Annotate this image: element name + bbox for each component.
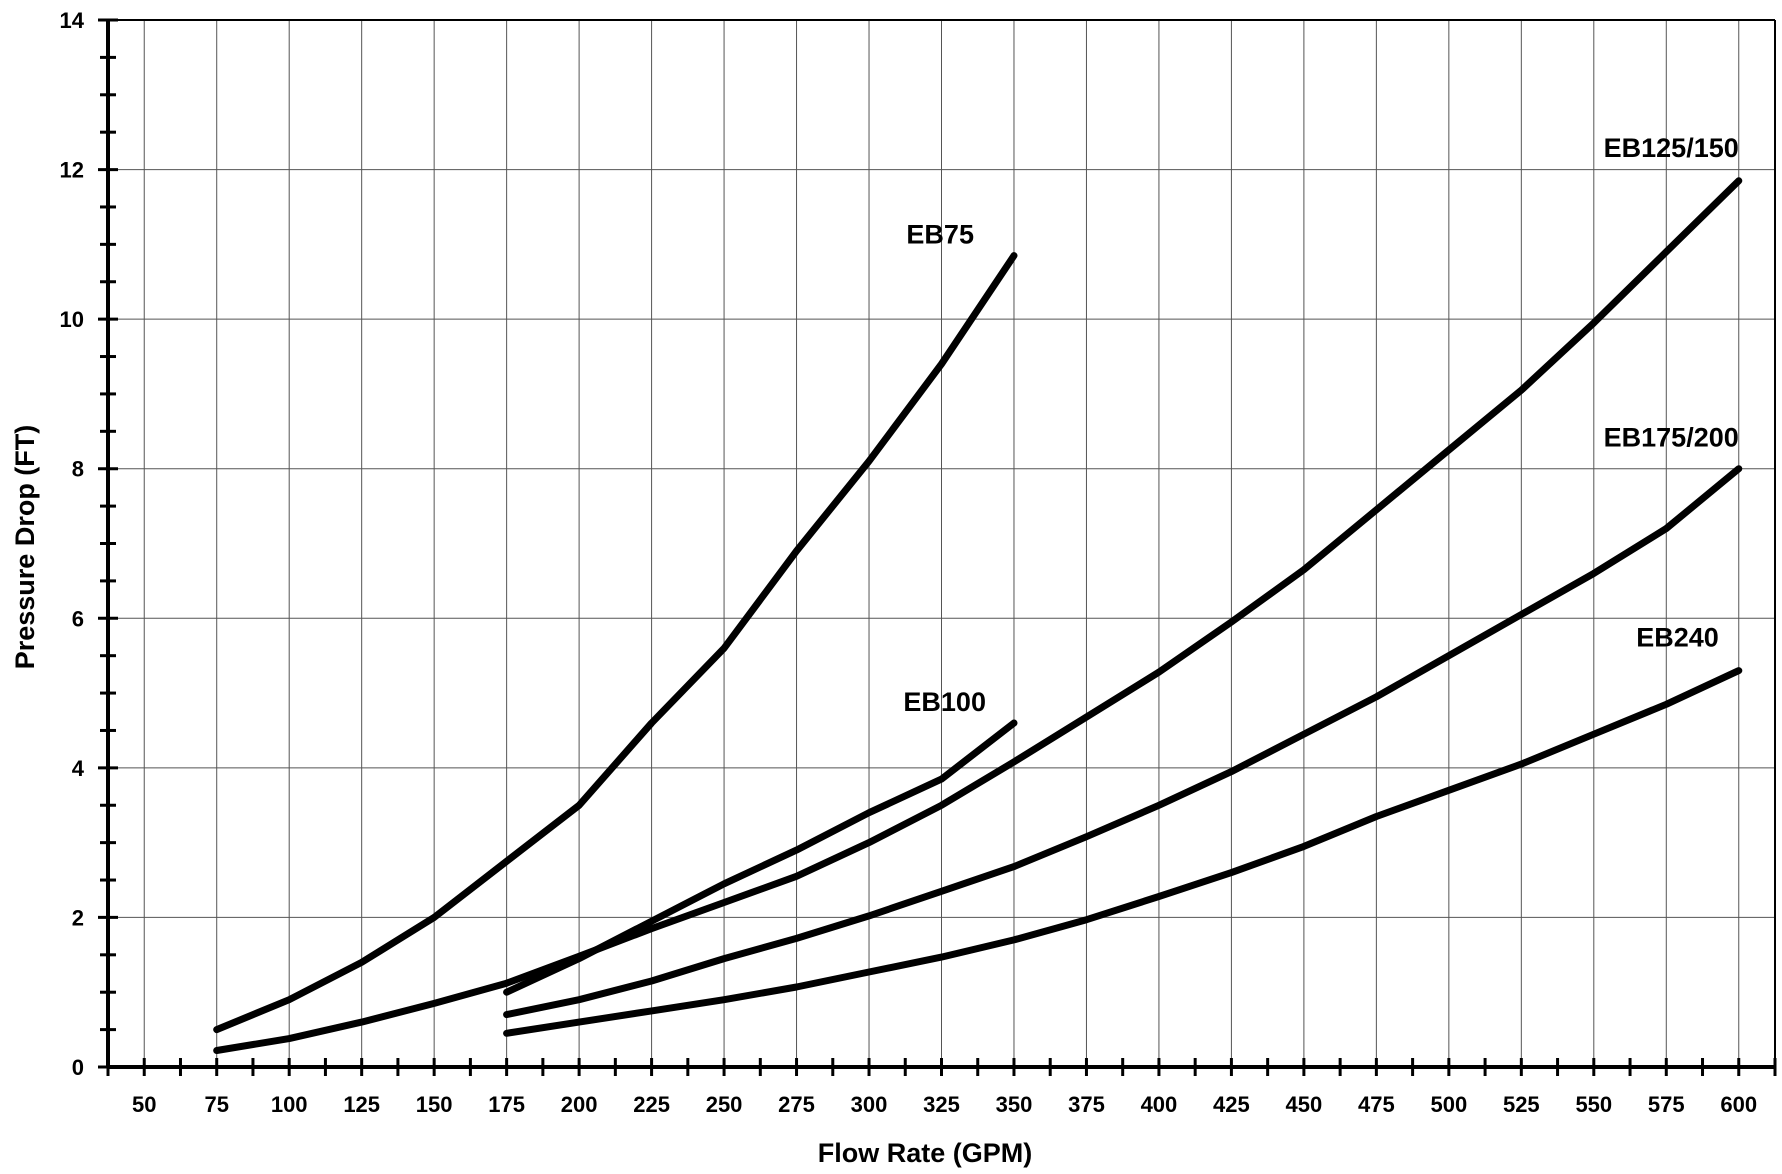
series-line-eb125-150 (213, 177, 1743, 1054)
x-tick-label: 475 (1358, 1092, 1395, 1117)
x-tick-label: 275 (778, 1092, 815, 1117)
series-label-eb125-150: EB125/150 (1604, 133, 1739, 163)
x-tick-label: 175 (488, 1092, 525, 1117)
x-tick-label: 250 (706, 1092, 743, 1117)
series-label-eb75: EB75 (906, 220, 974, 250)
x-tick-label: 225 (633, 1092, 670, 1117)
y-tick-label: 10 (60, 307, 84, 332)
x-tick-label: 400 (1141, 1092, 1178, 1117)
x-axis-title: Flow Rate (GPM) (818, 1138, 1033, 1168)
x-tick-label: 325 (923, 1092, 960, 1117)
y-tick-label: 2 (72, 905, 84, 930)
x-tick-label: 525 (1503, 1092, 1540, 1117)
series-label-eb100: EB100 (903, 687, 986, 717)
y-tick-label: 6 (72, 606, 84, 631)
series-line-eb175-200 (503, 465, 1743, 1019)
series-label-eb175-200: EB175/200 (1604, 423, 1739, 453)
x-tick-label: 100 (271, 1092, 308, 1117)
axes (98, 18, 1777, 1076)
x-tick-label: 200 (561, 1092, 598, 1117)
tick-labels: 50 75 100 125 150 175 200 225 250 275 300 325 350 375… (60, 8, 1758, 1117)
series-lines (213, 177, 1743, 1054)
series-labels: EB75 EB100 EB125/150 EB175/200 EB240 (903, 133, 1738, 717)
grid (108, 19, 1775, 1068)
x-tick-label: 600 (1720, 1092, 1757, 1117)
y-tick-label: 14 (60, 8, 85, 33)
y-tick-label: 12 (60, 158, 84, 183)
y-tick-label: 0 (72, 1055, 84, 1080)
x-tick-label: 350 (996, 1092, 1033, 1117)
series-line-eb240 (503, 667, 1743, 1037)
x-tick-label: 500 (1430, 1092, 1467, 1117)
y-tick-label: 8 (72, 457, 84, 482)
series-line-eb75 (213, 252, 1018, 1034)
y-axis-title: Pressure Drop (FT) (10, 425, 40, 670)
x-tick-label: 125 (343, 1092, 380, 1117)
x-tick-label: 425 (1213, 1092, 1250, 1117)
x-tick-label: 50 (132, 1092, 156, 1117)
series-label-eb240: EB240 (1636, 623, 1719, 653)
y-tick-label: 4 (72, 756, 85, 781)
x-tick-label: 575 (1648, 1092, 1685, 1117)
x-tick-label: 375 (1068, 1092, 1105, 1117)
x-tick-label: 150 (416, 1092, 453, 1117)
x-tick-label: 300 (851, 1092, 888, 1117)
x-tick-label: 75 (204, 1092, 228, 1117)
x-tick-label: 550 (1575, 1092, 1612, 1117)
x-tick-label: 450 (1286, 1092, 1323, 1117)
